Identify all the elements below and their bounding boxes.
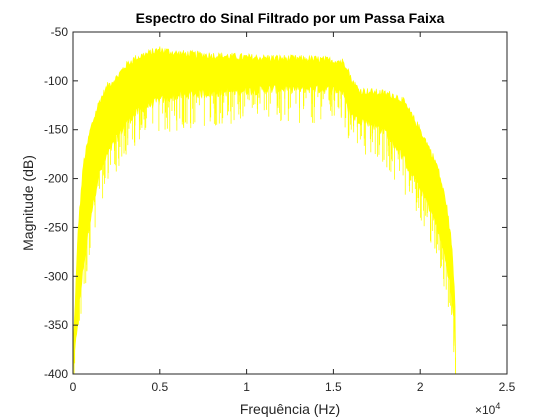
y-tick-label: -350 <box>44 318 68 332</box>
x-tick-label: 1 <box>243 380 250 394</box>
y-axis: -400 -350 -300 -250 -200 -150 -100 -50 <box>44 25 507 381</box>
chart-title: Espectro do Sinal Filtrado por um Passa … <box>136 10 445 26</box>
x-tick-label: 2 <box>417 380 424 394</box>
x-tick-label: 1.5 <box>325 380 342 394</box>
y-tick-label: -100 <box>44 74 68 88</box>
y-tick-label: -300 <box>44 269 68 283</box>
x-axis-exponent-power: 4 <box>495 401 500 411</box>
x-tick-label: 2.5 <box>499 380 516 394</box>
x-axis: 0 0.5 1 1.5 2 2.5 <box>70 32 516 394</box>
spectrum-noise-spikes <box>73 84 456 374</box>
x-axis-title: Frequência (Hz) <box>240 401 340 417</box>
axes-box <box>72 31 508 375</box>
spectrum-envelope <box>73 46 457 374</box>
y-tick-label: -50 <box>51 25 69 39</box>
y-tick-label: -400 <box>44 367 68 381</box>
y-tick-label: -250 <box>44 220 68 234</box>
y-tick-label: -150 <box>44 123 68 137</box>
y-tick-label: -200 <box>44 172 68 186</box>
x-axis-exponent-base: ×10 <box>475 403 496 417</box>
x-tick-label: 0 <box>70 380 77 394</box>
y-axis-title: Magnitude (dB) <box>20 155 36 251</box>
x-axis-exponent: ×104 <box>475 401 500 417</box>
x-tick-label: 0.5 <box>151 380 168 394</box>
